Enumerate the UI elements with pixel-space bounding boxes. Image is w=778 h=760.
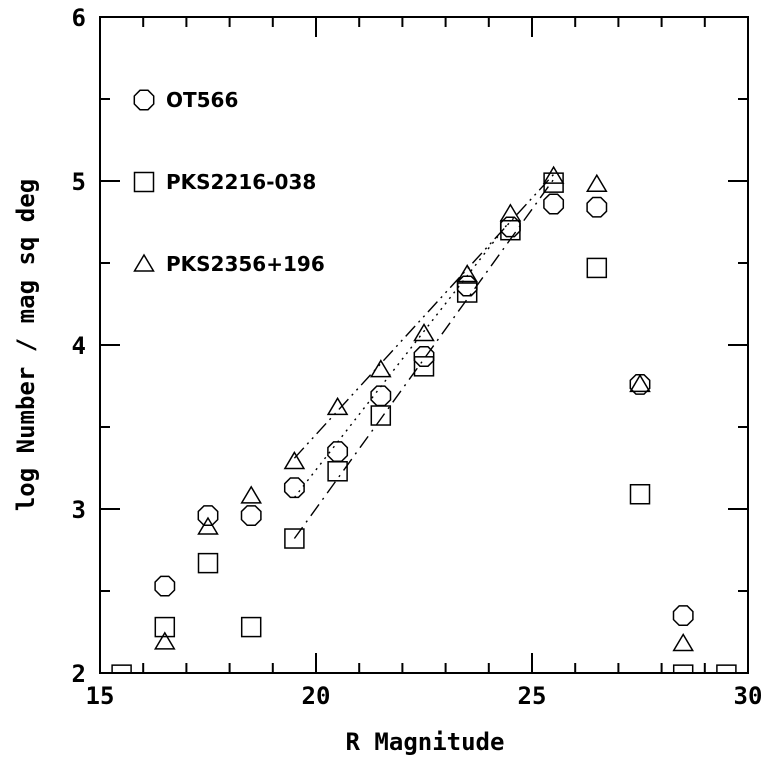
square-marker bbox=[629, 483, 651, 505]
x-tick-label: 15 bbox=[86, 682, 115, 710]
y-tick-label: 5 bbox=[72, 168, 86, 196]
y-axis-title: log Number / mag sq deg bbox=[12, 179, 40, 511]
legend-label: PKS2216-038 bbox=[166, 170, 316, 194]
square-marker bbox=[197, 552, 219, 574]
triangle-marker bbox=[542, 165, 565, 184]
legend-triangle-marker bbox=[133, 253, 155, 272]
triangle-marker bbox=[672, 633, 695, 652]
square-marker bbox=[284, 528, 305, 549]
octagon-marker bbox=[543, 193, 565, 215]
square-marker bbox=[154, 616, 176, 638]
x-axis-title: R Magnitude bbox=[346, 728, 505, 756]
octagon-marker bbox=[629, 373, 651, 395]
legend-octagon-marker bbox=[133, 89, 155, 111]
square-marker bbox=[672, 664, 694, 673]
x-tick-label: 20 bbox=[302, 682, 331, 710]
plot-area: 15 20 25 30 2 3 4 5 6 OT566 PKS2216-038 PKS2356+196 bbox=[72, 4, 763, 710]
square-marker bbox=[456, 282, 478, 303]
legend-label: PKS2356+196 bbox=[166, 252, 325, 276]
triangle-marker bbox=[369, 359, 392, 378]
x-tick-label: 25 bbox=[518, 682, 547, 710]
y-tick-label: 3 bbox=[72, 496, 86, 524]
x-tick-label: 30 bbox=[734, 682, 763, 710]
triangle-marker bbox=[153, 631, 176, 650]
octagon-marker bbox=[370, 385, 392, 407]
legend: OT566 PKS2216-038 PKS2356+196 bbox=[133, 88, 325, 276]
triangle-marker bbox=[283, 450, 306, 470]
octagon-marker bbox=[283, 477, 305, 499]
triangle-marker bbox=[326, 396, 349, 416]
triangle-marker bbox=[585, 173, 608, 193]
octagon-marker bbox=[154, 575, 176, 597]
octagon-marker bbox=[413, 346, 435, 367]
octagon-marker bbox=[240, 505, 262, 527]
fit-line bbox=[293, 219, 511, 498]
square-marker bbox=[413, 356, 435, 377]
square-marker bbox=[370, 405, 392, 426]
triangle-marker bbox=[240, 485, 263, 504]
octagon-marker bbox=[197, 505, 219, 527]
triangle-marker bbox=[499, 203, 522, 222]
y-tick-label: 4 bbox=[72, 332, 86, 360]
data-marks bbox=[111, 165, 737, 673]
fit-line bbox=[293, 178, 555, 539]
triangle-marker bbox=[413, 323, 435, 342]
y-tick-label: 6 bbox=[72, 4, 86, 32]
octagon-marker bbox=[586, 196, 608, 218]
octagon-marker bbox=[456, 275, 478, 297]
octagon-marker bbox=[327, 441, 349, 463]
y-tick-label: 2 bbox=[72, 660, 86, 688]
triangle-marker bbox=[197, 516, 219, 535]
square-marker bbox=[327, 461, 348, 482]
legend-label: OT566 bbox=[166, 88, 238, 112]
fit-line bbox=[293, 173, 555, 459]
plot-frame bbox=[99, 16, 749, 674]
square-marker bbox=[111, 664, 132, 673]
triangle-marker bbox=[629, 373, 651, 393]
square-marker bbox=[240, 616, 262, 638]
octagon-marker bbox=[672, 605, 694, 627]
triangle-marker bbox=[456, 264, 479, 283]
square-marker bbox=[716, 664, 737, 673]
legend-square-marker bbox=[133, 171, 155, 193]
square-marker bbox=[586, 257, 608, 279]
